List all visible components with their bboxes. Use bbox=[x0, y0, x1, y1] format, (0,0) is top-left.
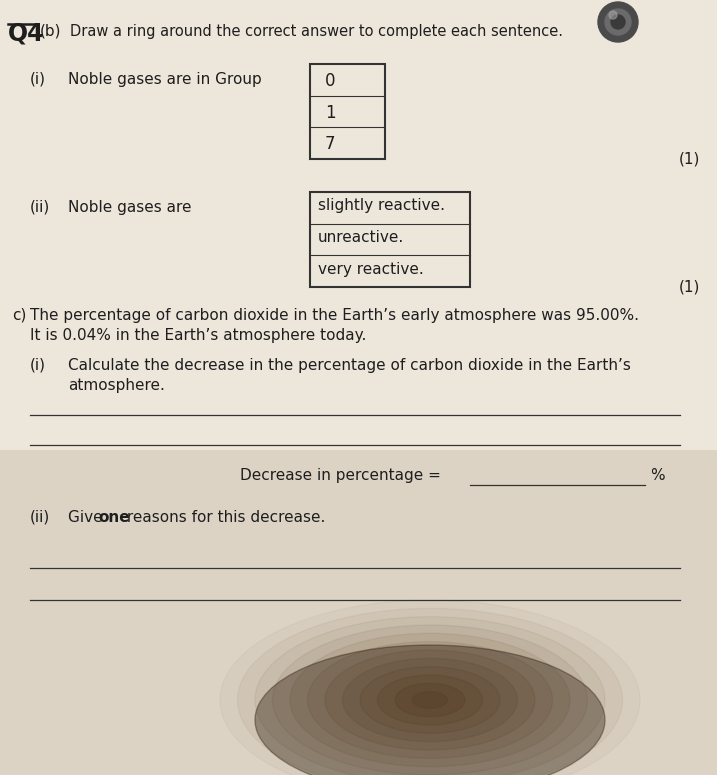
Circle shape bbox=[609, 11, 617, 19]
Text: reasons for this decrease.: reasons for this decrease. bbox=[122, 510, 326, 525]
Text: unreactive.: unreactive. bbox=[318, 230, 404, 245]
Text: Noble gases are: Noble gases are bbox=[68, 200, 191, 215]
Text: Q4: Q4 bbox=[8, 22, 44, 46]
Text: one: one bbox=[98, 510, 130, 525]
Ellipse shape bbox=[360, 666, 500, 733]
Text: (1): (1) bbox=[678, 280, 700, 295]
Text: Decrease in percentage =: Decrease in percentage = bbox=[240, 468, 441, 483]
Text: The percentage of carbon dioxide in the Earth’s early atmosphere was 95.00%.: The percentage of carbon dioxide in the … bbox=[30, 308, 639, 323]
Ellipse shape bbox=[377, 675, 483, 725]
Ellipse shape bbox=[412, 691, 447, 708]
Ellipse shape bbox=[255, 617, 605, 775]
Circle shape bbox=[611, 15, 625, 29]
Text: Give: Give bbox=[68, 510, 108, 525]
Circle shape bbox=[605, 9, 631, 35]
Text: c): c) bbox=[12, 308, 27, 323]
Text: Draw a ring around the correct answer to complete each sentence.: Draw a ring around the correct answer to… bbox=[70, 24, 563, 39]
Text: (ii): (ii) bbox=[30, 510, 50, 525]
Text: (b): (b) bbox=[40, 24, 62, 39]
Ellipse shape bbox=[237, 608, 622, 775]
FancyBboxPatch shape bbox=[0, 450, 717, 775]
Text: atmosphere.: atmosphere. bbox=[68, 378, 165, 393]
Text: (i): (i) bbox=[30, 358, 46, 373]
Text: slightly reactive.: slightly reactive. bbox=[318, 198, 445, 213]
Circle shape bbox=[598, 2, 638, 42]
Ellipse shape bbox=[343, 658, 518, 742]
Ellipse shape bbox=[290, 633, 570, 766]
Ellipse shape bbox=[325, 650, 535, 750]
FancyBboxPatch shape bbox=[0, 0, 717, 500]
Text: 1: 1 bbox=[325, 104, 336, 122]
Text: It is 0.04% in the Earth’s atmosphere today.: It is 0.04% in the Earth’s atmosphere to… bbox=[30, 328, 366, 343]
Text: Calculate the decrease in the percentage of carbon dioxide in the Earth’s: Calculate the decrease in the percentage… bbox=[68, 358, 631, 373]
Ellipse shape bbox=[308, 642, 553, 758]
Text: 7: 7 bbox=[325, 136, 336, 153]
Text: very reactive.: very reactive. bbox=[318, 262, 424, 277]
Text: Noble gases are in Group: Noble gases are in Group bbox=[68, 72, 262, 87]
Text: (i): (i) bbox=[30, 72, 46, 87]
Ellipse shape bbox=[255, 645, 605, 775]
Text: (1): (1) bbox=[678, 152, 700, 167]
Ellipse shape bbox=[272, 625, 587, 775]
Text: %: % bbox=[650, 468, 665, 483]
Text: (ii): (ii) bbox=[30, 200, 50, 215]
Text: 0: 0 bbox=[325, 72, 336, 90]
Ellipse shape bbox=[395, 684, 465, 717]
